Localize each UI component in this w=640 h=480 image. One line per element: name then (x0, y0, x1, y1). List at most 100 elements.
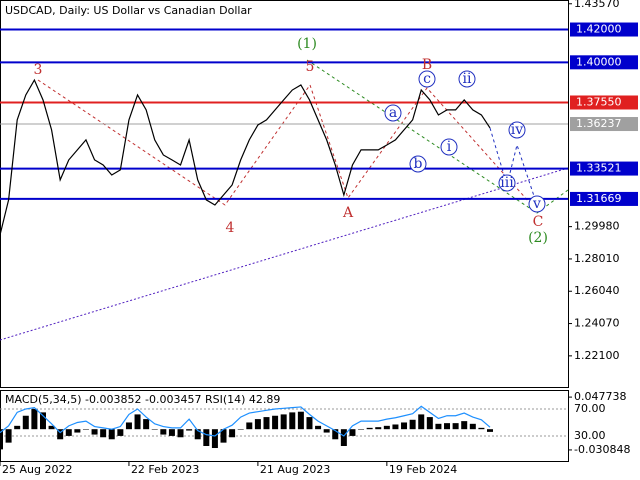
histogram-bar (211, 429, 218, 449)
histogram-bar (383, 425, 390, 430)
y2-tick-label: 30.00 (574, 429, 606, 442)
wave-circle (409, 155, 427, 173)
wave-label: C (533, 214, 544, 230)
x-tick-label: 22 Feb 2023 (131, 463, 199, 476)
histogram-bar (263, 417, 270, 430)
histogram-bar (143, 419, 150, 430)
histogram-bar (134, 414, 141, 430)
histogram-bar (22, 415, 29, 430)
histogram-bar (82, 429, 89, 430)
histogram-bar (229, 429, 236, 438)
histogram-bar (315, 425, 322, 430)
forecast-subwave (489, 127, 538, 206)
forecast-path (306, 59, 569, 214)
level-badge (570, 55, 638, 70)
histogram-bar (478, 427, 485, 430)
histogram-bar (332, 429, 339, 440)
histogram-bar (39, 412, 46, 430)
trend-line (0, 167, 569, 341)
wave-label: B (422, 57, 432, 73)
histogram-bar (349, 429, 356, 436)
y-tick-label: 1.26040 (574, 284, 620, 297)
x-tick-label: 19 Feb 2024 (389, 463, 457, 476)
wave-label: i (447, 139, 452, 155)
histogram-bar (366, 427, 373, 430)
y-tick-label: 1.43570 (574, 0, 620, 10)
level-label: 1.42000 (576, 23, 622, 36)
histogram-bar (177, 429, 184, 438)
level-label: 1.40000 (576, 55, 622, 68)
price-line (0, 78, 491, 236)
level-label: 1.31669 (576, 192, 622, 205)
y2-tick-label: 70.00 (574, 402, 606, 415)
wave-label: c (423, 71, 431, 87)
histogram-bar (0, 429, 3, 450)
x-tick-label: 25 Aug 2022 (2, 463, 72, 476)
wave-circle (528, 195, 546, 213)
histogram-bar (168, 429, 175, 436)
histogram-bar (452, 423, 459, 430)
histogram-bar (272, 415, 279, 430)
histogram-bar (48, 425, 55, 430)
histogram-bar (220, 429, 227, 443)
histogram-bar (409, 419, 416, 430)
wave-label: a (389, 105, 397, 121)
histogram-bar (108, 429, 115, 440)
histogram-bar (444, 423, 451, 430)
histogram-bar (435, 423, 442, 430)
histogram-bar (254, 419, 261, 430)
histogram-bar (91, 429, 98, 435)
y-tick-label: 1.22100 (574, 349, 620, 362)
wave-label: ii (463, 71, 472, 87)
histogram-bar (237, 429, 244, 430)
histogram-bar (289, 412, 296, 430)
level-label: 1.37550 (576, 95, 622, 108)
histogram-bar (186, 429, 193, 431)
level-badge (570, 22, 638, 37)
histogram-bar (461, 421, 468, 430)
level-label: 1.33521 (576, 162, 622, 175)
wave-label: iii (500, 175, 514, 191)
histogram-bar (340, 429, 347, 446)
histogram-bar (323, 429, 330, 433)
histogram-bar (280, 414, 287, 430)
histogram-bar (401, 422, 408, 430)
histogram-bar (418, 414, 425, 430)
wave-label: b (414, 156, 423, 172)
histogram-bar (392, 424, 399, 430)
wave-circle (384, 104, 402, 122)
histogram-bar (375, 427, 382, 430)
histogram-bar (203, 429, 210, 446)
histogram-bar (57, 429, 64, 440)
level-label: 1.36237 (576, 117, 622, 130)
wave-circle (508, 121, 526, 139)
histogram-bar (31, 409, 38, 430)
main-panel (0, 0, 569, 388)
histogram-bar (100, 429, 107, 438)
histogram-bar (469, 423, 476, 430)
histogram-bar (194, 429, 201, 440)
chart-title: USDCAD, Daily: US Dollar vs Canadian Dol… (5, 4, 252, 17)
histogram-bar (65, 429, 72, 436)
wave-label: A (342, 205, 354, 221)
indicator-title: MACD(5,34,5) -0.003852 -0.003457 RSI(14)… (5, 393, 280, 406)
histogram-bar (297, 411, 304, 430)
level-badge (570, 191, 638, 206)
histogram-bar (246, 422, 253, 430)
y-tick-label: 1.24070 (574, 317, 620, 330)
histogram-bar (117, 429, 124, 436)
wave-circle (440, 138, 458, 156)
histogram-bar (306, 417, 313, 430)
histogram-bar (74, 429, 81, 433)
wave-circle (458, 70, 476, 88)
histogram-bar (151, 429, 158, 430)
histogram-bar (487, 429, 493, 432)
level-badge (570, 161, 638, 176)
histogram-bar (358, 429, 365, 430)
histogram-bar (160, 429, 167, 435)
y-tick-label: -0.030848 (574, 443, 630, 456)
histogram-bar (5, 429, 12, 443)
y-tick-label: 0.047738 (574, 390, 627, 403)
wave-label: 4 (226, 220, 235, 236)
